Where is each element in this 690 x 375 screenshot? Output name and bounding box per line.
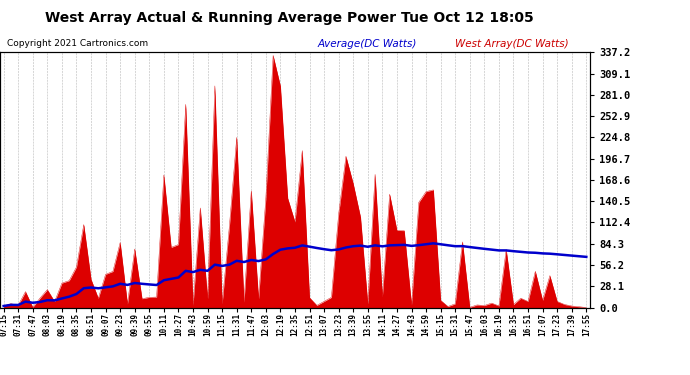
Text: West Array Actual & Running Average Power Tue Oct 12 18:05: West Array Actual & Running Average Powe… <box>46 11 534 25</box>
Text: Average(DC Watts): Average(DC Watts) <box>317 39 417 50</box>
Text: West Array(DC Watts): West Array(DC Watts) <box>455 39 569 50</box>
Text: Copyright 2021 Cartronics.com: Copyright 2021 Cartronics.com <box>7 39 148 48</box>
